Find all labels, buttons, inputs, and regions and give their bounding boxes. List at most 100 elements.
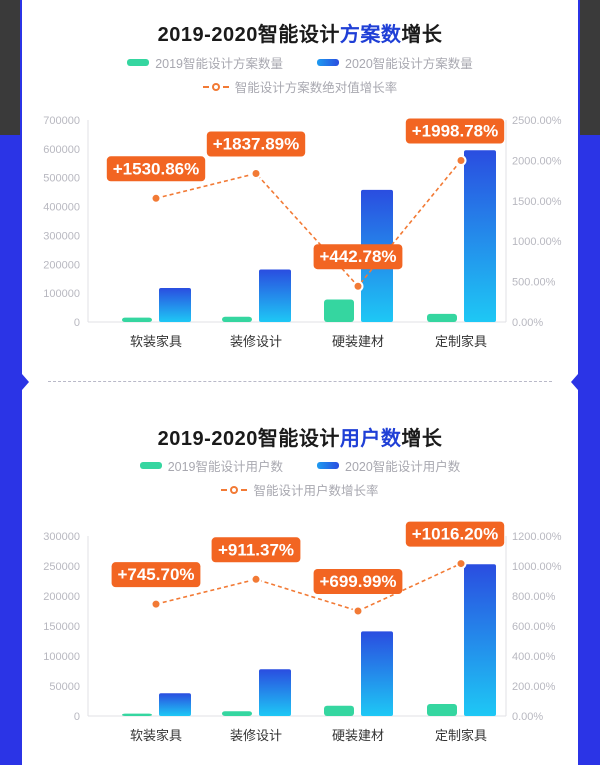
rate-label-bg xyxy=(405,118,505,144)
y-tick-label-right: 500.00% xyxy=(512,277,556,289)
bar-2020 xyxy=(464,564,496,716)
legend-swatch-line xyxy=(202,82,229,92)
y-tick-label-left: 200000 xyxy=(43,591,80,603)
legend-label: 智能设计用户数增长率 xyxy=(253,484,379,498)
legend-item-2019: 2019智能设计方案数量 xyxy=(127,53,283,72)
left-dark-corner xyxy=(0,0,20,135)
rate-label-bg xyxy=(405,521,505,547)
x-tick-label: 装修设计 xyxy=(230,728,282,743)
bar-2019 xyxy=(427,313,457,322)
y-tick-label-left: 250000 xyxy=(43,561,80,573)
y-tick-label-right: 200.00% xyxy=(512,681,556,693)
y-tick-label-right: 0.00% xyxy=(512,317,543,329)
bar-2019 xyxy=(122,317,152,322)
bar-2019 xyxy=(324,299,354,322)
legend-item-rate: 智能设计方案数绝对值增长率 xyxy=(202,77,398,96)
rate-line xyxy=(155,562,462,612)
bar-2020 xyxy=(361,631,393,716)
rate-label: +911.37% xyxy=(218,540,294,559)
chart-users: 300000 250000 200000 150000 100000 50000 0 1200… xyxy=(43,521,562,743)
bar-2019 xyxy=(427,704,457,716)
chart-title: 2019-2020智能设计方案数增长 xyxy=(157,24,443,46)
y-tick-label-right: 800.00% xyxy=(512,591,556,603)
rate-label: +1530.86% xyxy=(113,159,200,178)
legend-swatch-line xyxy=(221,485,248,495)
right-notch xyxy=(571,374,578,390)
right-dark-corner xyxy=(580,0,600,135)
rate-label: +745.70% xyxy=(117,565,194,584)
x-tick-label: 装修设计 xyxy=(230,334,282,349)
chart-card-users: 2019-2020智能设计用户数增长 2019智能设计用户数 2020智能设计用… xyxy=(22,392,578,765)
legend-label: 2019智能设计方案数量 xyxy=(155,57,283,71)
legend-label: 2019智能设计用户数 xyxy=(167,460,283,474)
rate-point xyxy=(455,154,467,166)
bar-2019 xyxy=(222,316,252,322)
rate-label-bg xyxy=(111,562,201,588)
chart-proposals: 700000 600000 500000 400000 300000 200000 1000… xyxy=(43,115,562,349)
legend-swatch-blue xyxy=(317,462,339,469)
bar-2020 xyxy=(259,269,291,322)
y-tick-label-left: 500000 xyxy=(43,173,80,185)
rate-point xyxy=(150,598,162,610)
y-tick-label-right: 1000.00% xyxy=(512,561,562,573)
rate-point xyxy=(352,280,364,292)
legend-swatch-green xyxy=(139,462,162,469)
chart-title: 2019-2020智能设计用户数增长 xyxy=(157,428,443,450)
legend-label: 2020智能设计用户数 xyxy=(345,460,461,474)
rate-label: +1837.89% xyxy=(213,134,300,153)
y-tick-label-right: 400.00% xyxy=(512,651,556,663)
rate-label-bg xyxy=(313,244,403,270)
y-tick-label-right: 2500.00% xyxy=(512,115,562,127)
y-tick-label-right: 600.00% xyxy=(512,621,556,633)
y-tick-label-left: 300000 xyxy=(43,531,80,543)
rate-label: +1016.20% xyxy=(412,525,499,544)
y-tick-label-left: 600000 xyxy=(43,144,80,156)
legend-label: 2020智能设计方案数量 xyxy=(345,57,473,71)
bar-2020 xyxy=(259,669,291,716)
y-tick-label-left: 100000 xyxy=(43,651,80,663)
legend-swatch-blue xyxy=(317,59,339,66)
x-tick-label: 定制家具 xyxy=(435,728,487,743)
y-tick-label-left: 100000 xyxy=(43,288,80,300)
rate-label: +699.99% xyxy=(319,572,396,591)
rate-label: +442.78% xyxy=(319,247,396,266)
bar-2020 xyxy=(159,287,191,322)
bar-2020 xyxy=(159,693,191,716)
rate-point xyxy=(250,167,262,179)
legend-line: 智能设计方案数绝对值增长率 xyxy=(22,77,578,96)
chart-card-proposals: 2019-2020智能设计方案数增长 2019智能设计方案数量 2020智能设计… xyxy=(22,0,578,370)
rate-line xyxy=(155,159,462,288)
rate-point xyxy=(250,573,262,585)
y-tick-label-left: 200000 xyxy=(43,259,80,271)
rate-label-bg xyxy=(206,131,306,157)
legend-item-2020: 2020智能设计用户数 xyxy=(317,456,460,475)
dashed-separator xyxy=(48,381,552,382)
bar-2019 xyxy=(222,711,252,716)
bar-2019 xyxy=(324,705,354,716)
rate-point xyxy=(352,605,364,617)
y-tick-label-left: 50000 xyxy=(49,681,80,693)
rate-label: +1998.78% xyxy=(412,121,499,140)
legend-swatch-green xyxy=(127,59,150,66)
x-tick-label: 定制家具 xyxy=(435,334,487,349)
y-tick-label-right: 1200.00% xyxy=(512,531,562,543)
y-tick-label-left: 400000 xyxy=(43,202,80,214)
y-tick-label-left: 300000 xyxy=(43,230,80,242)
rate-label-bg xyxy=(211,537,301,563)
y-tick-label-right: 0.00% xyxy=(512,711,543,723)
y-tick-label-right: 2000.00% xyxy=(512,155,562,167)
bar-2020 xyxy=(464,150,496,322)
legend-item-2020: 2020智能设计方案数量 xyxy=(317,53,473,72)
legend-item-2019: 2019智能设计用户数 xyxy=(139,456,283,475)
card-divider xyxy=(22,370,578,392)
y-tick-label-left: 0 xyxy=(74,317,80,329)
y-tick-label-right: 1500.00% xyxy=(512,196,562,208)
legend-bars: 2019智能设计方案数量 2020智能设计方案数量 xyxy=(22,53,578,72)
y-tick-label-left: 150000 xyxy=(43,621,80,633)
rate-label-bg xyxy=(106,156,206,182)
x-tick-label: 软装家具 xyxy=(130,334,182,349)
left-notch xyxy=(22,374,29,390)
y-tick-label-right: 1000.00% xyxy=(512,236,562,248)
y-tick-label-left: 700000 xyxy=(43,115,80,127)
legend-label: 智能设计方案数绝对值增长率 xyxy=(234,81,398,95)
